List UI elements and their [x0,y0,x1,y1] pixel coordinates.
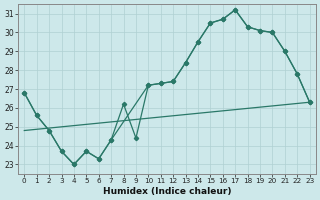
X-axis label: Humidex (Indice chaleur): Humidex (Indice chaleur) [103,187,231,196]
